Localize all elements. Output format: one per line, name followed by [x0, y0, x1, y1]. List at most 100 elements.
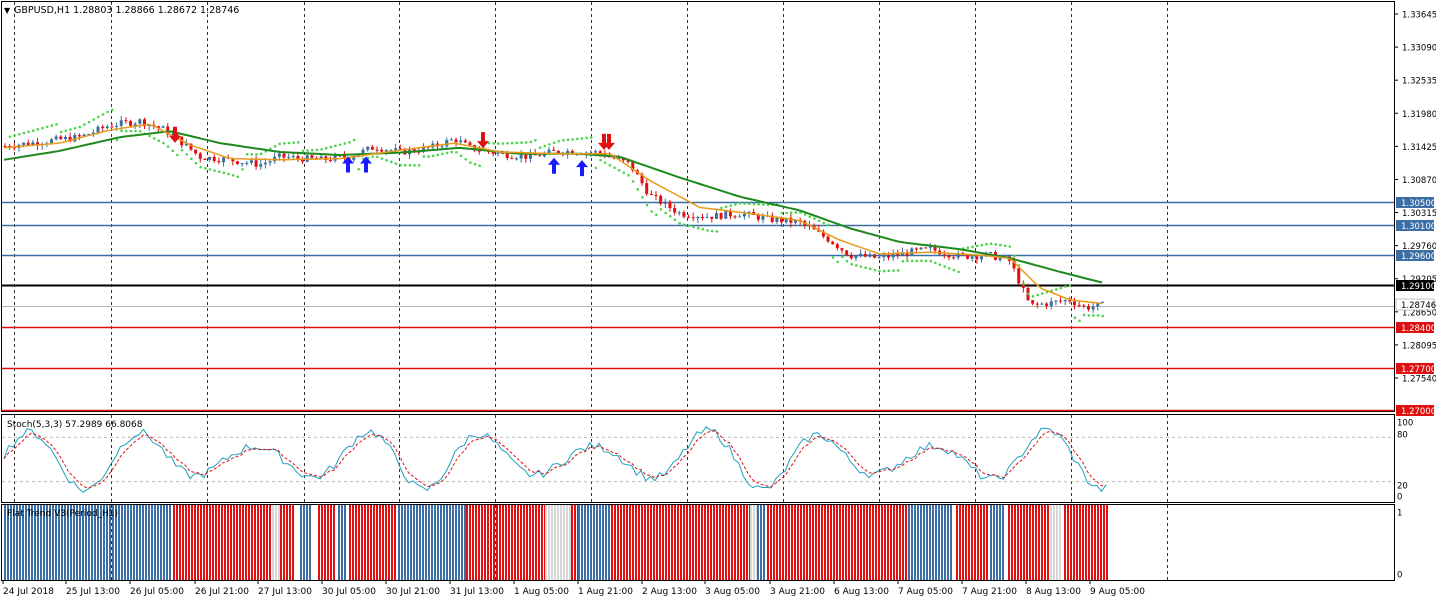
- sar-dot: [292, 141, 295, 144]
- sar-dot: [1022, 282, 1025, 286]
- candle-body: [719, 213, 723, 219]
- buy-arrow-icon: [548, 157, 560, 174]
- trend-bar: [890, 505, 892, 580]
- candle-body: [1045, 303, 1049, 306]
- stoch-tick-label: 100: [1397, 419, 1413, 429]
- candle-body: [222, 157, 226, 163]
- sar-dot: [236, 175, 240, 179]
- trend-bar: [1100, 505, 1102, 580]
- sar-dot: [557, 139, 560, 143]
- candle-body: [422, 146, 425, 152]
- trend-bar: [713, 505, 715, 580]
- sar-dot: [36, 128, 40, 131]
- trend-bar: [908, 505, 910, 580]
- level-tag-label: 1.27000: [1401, 407, 1436, 417]
- level-tag-label: 1.30500: [1401, 199, 1436, 209]
- trend-bar: [511, 505, 513, 580]
- trend-bar: [330, 505, 332, 580]
- trend-bar: [791, 505, 793, 580]
- candle-body: [896, 253, 900, 256]
- sar-dot: [948, 267, 951, 270]
- time-tick-label: 27 Jul 13:00: [258, 587, 312, 597]
- buy-arrow-icon: [342, 156, 354, 173]
- trend-bar: [990, 505, 992, 580]
- trend-bar: [221, 505, 223, 580]
- sar-dot: [673, 218, 677, 222]
- trend-bar: [541, 505, 543, 580]
- trend-bar: [300, 505, 302, 580]
- sar-dot: [1027, 292, 1030, 296]
- trend-bar: [725, 505, 727, 580]
- trend-bar: [58, 505, 60, 580]
- candle-body: [217, 161, 221, 163]
- candle-body: [501, 152, 505, 154]
- sar-dot: [831, 256, 835, 259]
- sar-dot: [501, 142, 505, 145]
- sar-dot: [631, 180, 635, 183]
- trend-bar: [815, 505, 817, 580]
- candle-body: [54, 136, 58, 140]
- sar-dot: [1092, 314, 1095, 317]
- trend-bar: [1079, 505, 1081, 580]
- sar-dot: [608, 163, 612, 167]
- sar-dot: [217, 170, 221, 174]
- trend-bar: [824, 505, 826, 580]
- trend-bar: [517, 505, 519, 580]
- sar-dot: [469, 161, 472, 164]
- trend-bar: [626, 505, 628, 580]
- trend-bar: [923, 505, 925, 580]
- sar-dot: [301, 149, 305, 153]
- candle-body: [147, 124, 151, 127]
- sar-dot: [645, 203, 649, 207]
- trend-bar: [763, 505, 765, 580]
- trend-bar: [289, 505, 291, 580]
- trend-bar: [1082, 505, 1084, 580]
- sar-dot: [813, 217, 816, 221]
- trend-bar: [809, 505, 811, 580]
- trend-bar: [551, 505, 553, 580]
- trend-bar: [710, 505, 712, 580]
- candle-body: [463, 140, 467, 143]
- sar-dot: [920, 259, 923, 263]
- trend-bar: [520, 505, 522, 580]
- trend-bar: [309, 505, 311, 580]
- trend-bar: [641, 505, 643, 580]
- candle-body: [384, 150, 388, 152]
- time-tick-label: 26 Jul 05:00: [130, 587, 184, 597]
- candle-body: [166, 126, 170, 135]
- time-tick-label: 31 Jul 13:00: [450, 587, 504, 597]
- trend-bar: [115, 505, 117, 580]
- candle-body: [877, 257, 881, 259]
- trend-bar: [55, 505, 57, 580]
- trend-bar: [103, 505, 105, 580]
- time-tick-label: 25 Jul 13:00: [66, 587, 120, 597]
- candle-body: [189, 143, 193, 150]
- trend-bar: [410, 505, 412, 580]
- candle-body: [538, 155, 542, 157]
- sar-dot: [989, 242, 993, 246]
- trend-bar: [385, 505, 387, 580]
- trend-bar: [794, 505, 796, 580]
- trend-bar: [194, 505, 196, 580]
- trend-bar: [740, 505, 742, 580]
- candle-body: [412, 149, 416, 152]
- trend-bar: [227, 505, 229, 580]
- candle-body: [212, 156, 216, 162]
- candle-body: [236, 161, 239, 164]
- symbol-dropdown-icon[interactable]: ▼: [4, 6, 11, 15]
- level-tag: [1396, 197, 1434, 208]
- trend-bar: [173, 505, 175, 580]
- trend-bar: [416, 505, 418, 580]
- trend-bar: [884, 505, 886, 580]
- trend-bar: [656, 505, 658, 580]
- trend-bar: [118, 505, 120, 580]
- trend-bar: [830, 505, 832, 580]
- trend-bar: [97, 505, 99, 580]
- candle-body: [956, 253, 960, 258]
- candle-body: [682, 212, 686, 217]
- level-tag-label: 1.30100: [1401, 222, 1436, 232]
- trend-bar: [76, 505, 78, 580]
- sar-dot: [510, 141, 514, 145]
- sar-dot: [385, 158, 388, 162]
